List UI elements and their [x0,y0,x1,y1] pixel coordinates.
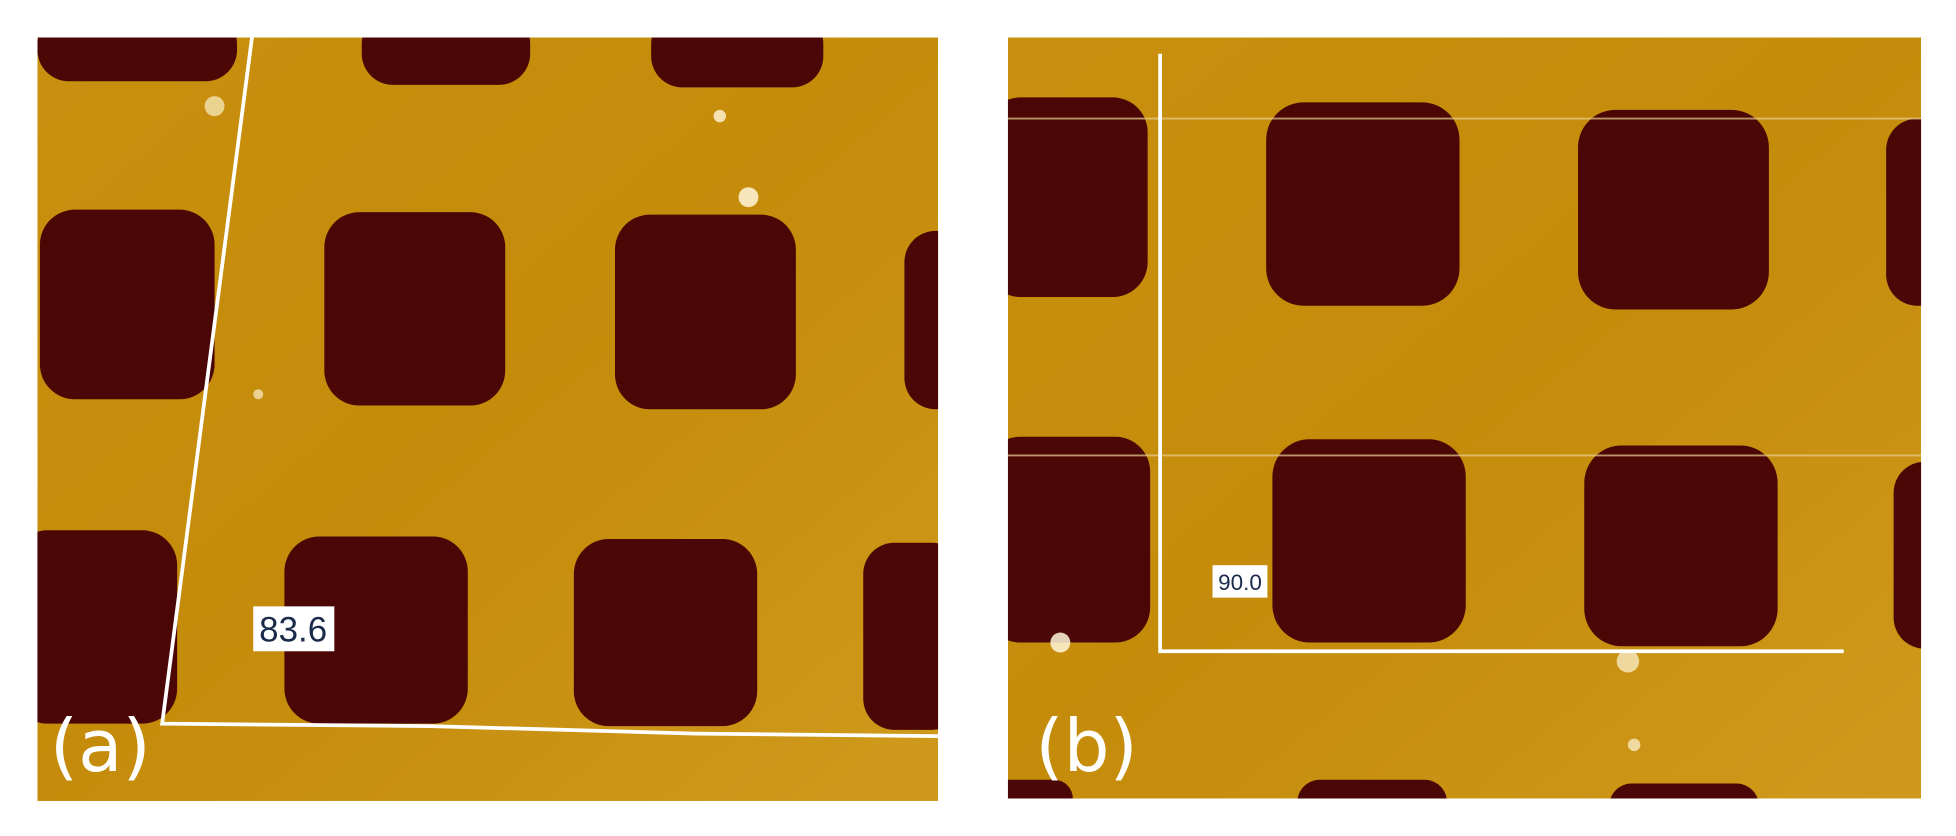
panel-a-image: 83.6 (a) [37,37,939,801]
angle-label: 90.0 [1218,570,1262,595]
panel-label: (a) [50,705,151,789]
panel-b-image: 90.0 (b) [1007,37,1922,799]
panel-label: (b) [1035,705,1137,789]
angle-label: 83.6 [259,610,327,649]
